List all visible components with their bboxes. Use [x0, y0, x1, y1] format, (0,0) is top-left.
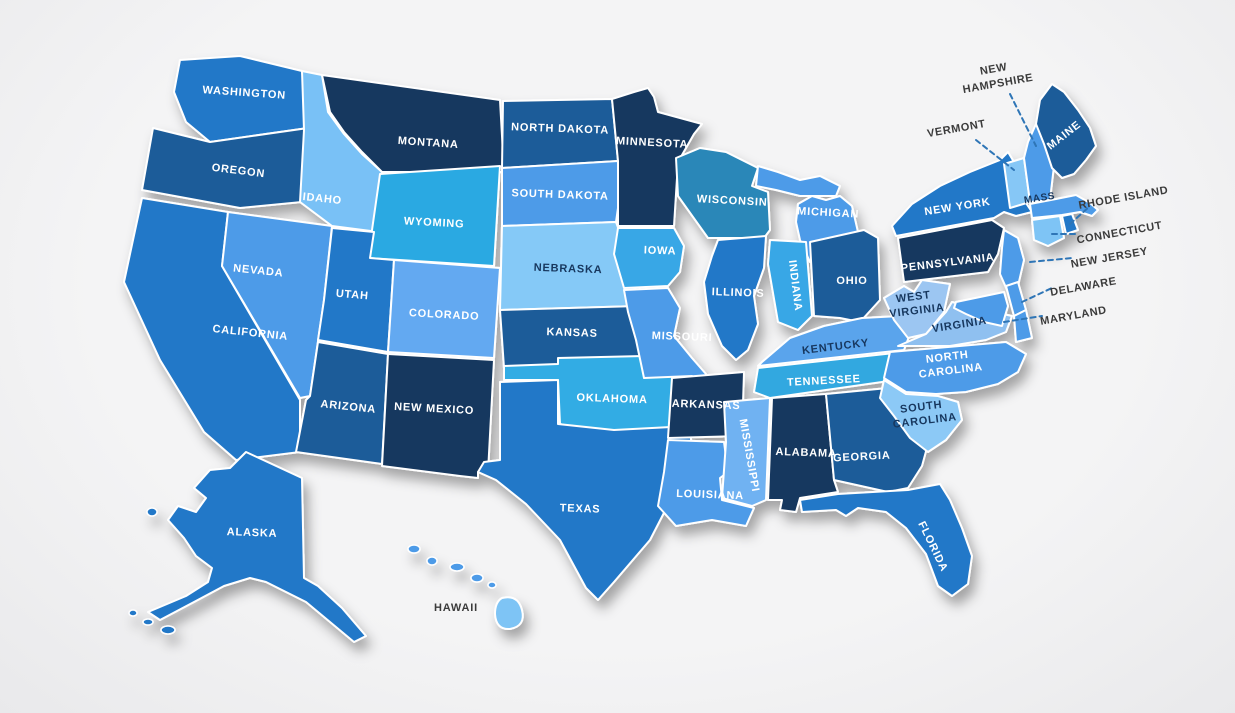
state-indiana[interactable]	[767, 239, 813, 331]
alaska-aleutian-island[interactable]	[142, 618, 154, 626]
state-label-nebraska: NEBRASKA	[534, 262, 603, 276]
state-mississippi[interactable]	[721, 397, 771, 507]
hawaii-island-big-island[interactable]	[494, 596, 524, 631]
state-pennsylvania[interactable]	[897, 219, 1005, 283]
leader-line-rhode-island	[1069, 205, 1091, 225]
state-label-idaho: IDAHO	[302, 191, 342, 207]
state-label-iowa: IOWA	[644, 244, 677, 257]
state-label-missouri: MISSOURI	[652, 330, 713, 344]
state-minnesota[interactable]	[611, 87, 703, 227]
alaska-aleutian-island[interactable]	[128, 609, 138, 617]
state-label-arkansas: ARKANSAS	[672, 398, 741, 412]
state-label-hawaii: HAWAII	[434, 602, 478, 614]
leader-line-maryland	[1003, 315, 1043, 323]
state-michigan-upper-peninsula[interactable]	[755, 165, 841, 197]
state-label-rhode-island: RHODE ISLAND	[1078, 184, 1170, 212]
state-illinois[interactable]	[703, 235, 767, 361]
leader-line-vermont	[975, 139, 1015, 171]
leader-line-new-hampshire	[1009, 93, 1037, 147]
state-label-alaska: ALASKA	[227, 526, 278, 540]
hawaii-island-kahoolawe[interactable]	[487, 581, 497, 589]
state-label-massachusetts: MASS	[1023, 191, 1056, 207]
state-label-minnesota: MINNESOTA	[616, 135, 689, 151]
state-label-wyoming: WYOMING	[404, 215, 465, 230]
state-montana[interactable]	[321, 74, 505, 173]
state-label-kansas: KANSAS	[546, 326, 598, 340]
state-maryland-eastern-shore[interactable]	[1013, 309, 1033, 343]
state-label-colorado: COLORADO	[409, 307, 480, 323]
state-south-carolina[interactable]	[879, 379, 963, 453]
state-label-south-dakota: SOUTH DAKOTA	[511, 187, 609, 202]
state-label-ohio: OHIO	[836, 275, 867, 287]
state-texas[interactable]	[477, 379, 693, 601]
state-label-maryland: MARYLAND	[1039, 304, 1107, 328]
state-ohio[interactable]	[809, 229, 881, 323]
state-new-jersey[interactable]	[999, 229, 1025, 293]
state-west-virginia[interactable]	[883, 279, 951, 339]
alaska-aleutian-island[interactable]	[160, 625, 176, 635]
state-label-new-mexico: NEW MEXICO	[394, 401, 475, 417]
state-label-delaware: DELAWARE	[1049, 275, 1117, 298]
state-label-new-jersey: NEW JERSEY	[1070, 245, 1149, 270]
leader-lines	[975, 93, 1091, 323]
state-label-tennessee: TENNESSEE	[787, 373, 861, 389]
leader-line-delaware	[1021, 287, 1053, 303]
alaska-bering-island[interactable]	[146, 507, 158, 517]
state-label-washington: WASHINGTON	[202, 84, 286, 102]
state-wisconsin[interactable]	[675, 147, 771, 239]
state-label-montana: MONTANA	[397, 135, 459, 151]
state-label-michigan: MICHIGAN	[797, 205, 860, 220]
state-maine[interactable]	[1035, 83, 1097, 179]
state-wyoming[interactable]	[367, 165, 501, 267]
leader-line-new-jersey	[1029, 257, 1073, 263]
state-label-georgia: GEORGIA	[833, 450, 891, 465]
state-label-oklahoma: OKLAHOMA	[576, 392, 648, 406]
state-washington[interactable]	[173, 55, 309, 143]
state-label-vermont: VERMONT	[926, 118, 986, 140]
state-label-louisiana: LOUISIANA	[676, 488, 744, 502]
state-label-new-hampshire: NEW HAMPSHIRE	[959, 57, 1034, 96]
state-alaska[interactable]	[147, 451, 367, 643]
state-massachusetts[interactable]	[1029, 194, 1099, 219]
state-new-mexico[interactable]	[381, 353, 495, 479]
hawaii-island-molokai[interactable]	[449, 562, 465, 572]
state-connecticut[interactable]	[1031, 215, 1065, 247]
state-label-connecticut: CONNECTICUT	[1076, 220, 1163, 247]
state-label-nevada: NEVADA	[233, 262, 284, 279]
state-label-north-dakota: NORTH DAKOTA	[511, 121, 609, 136]
state-label-utah: UTAH	[335, 288, 369, 303]
state-florida[interactable]	[799, 483, 973, 597]
hawaii-island-maui[interactable]	[470, 573, 484, 583]
state-label-alabama: ALABAMA	[775, 446, 837, 460]
hawaii-island-oahu[interactable]	[426, 556, 438, 566]
state-label-wisconsin: WISCONSIN	[697, 193, 768, 209]
state-colorado[interactable]	[387, 259, 501, 359]
state-label-illinois: ILLINOIS	[711, 286, 764, 300]
state-iowa[interactable]	[613, 227, 685, 289]
state-label-texas: TEXAS	[560, 502, 601, 515]
state-label-arizona: ARIZONA	[320, 398, 377, 416]
state-north-carolina[interactable]	[883, 341, 1027, 395]
state-maryland[interactable]	[953, 291, 1009, 327]
hawaii-island-kauai[interactable]	[407, 544, 421, 554]
